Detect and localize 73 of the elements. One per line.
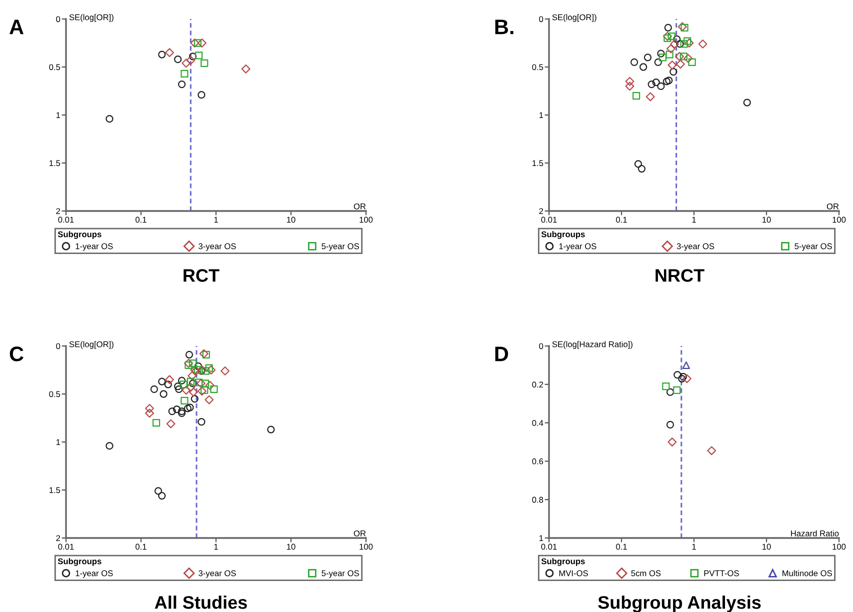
x-tick-label: 100: [360, 544, 373, 550]
legend-label: 3-year OS: [198, 570, 236, 578]
x-tick-label: 0.1: [616, 544, 627, 550]
y-tick-label: 2: [539, 208, 544, 214]
legend-label: 3-year OS: [676, 243, 714, 251]
legend-title: Subgroups: [58, 231, 102, 239]
chart-title: A: [10, 20, 24, 34]
x-tick-label: 10: [762, 216, 771, 223]
y-tick-label: 0.5: [49, 391, 60, 398]
y-tick-label: 0.5: [49, 64, 60, 70]
y-tick-label: 0.5: [532, 64, 544, 70]
y-tick-label: 1: [539, 112, 544, 118]
legend-label: Multinode OS: [782, 570, 832, 576]
y-tick-label: 2: [56, 535, 60, 542]
x-tick-label: 0.01: [541, 216, 557, 223]
y-tick-label: 1: [539, 535, 544, 542]
text: All Studies: [154, 596, 247, 609]
chart-title: D: [495, 346, 508, 362]
chart-title: B.: [495, 20, 514, 34]
legend-label: 1-year OS: [559, 243, 596, 251]
y-tick-label: 1.5: [49, 487, 60, 494]
x-tick-label: 0.1: [136, 544, 146, 550]
x-axis-title: OR: [826, 203, 839, 210]
y-axis-title: SE(log[OR]): [69, 341, 114, 349]
x-tick-label: 0.01: [58, 544, 74, 550]
y-axis-title: SE(log[Hazard Ratio]): [552, 341, 632, 349]
x-axis-title: Hazard Ratio: [791, 530, 839, 536]
legend-title: Subgroups: [541, 558, 585, 566]
y-tick-label: 2: [56, 208, 60, 214]
x-tick-label: 0.01: [58, 216, 74, 223]
legend-label: 5-year OS: [794, 243, 832, 251]
x-tick-label: 0.1: [136, 216, 146, 223]
x-tick-label: 10: [287, 216, 296, 223]
legend-label: MVI-OS: [559, 570, 588, 576]
y-tick-label: 0: [56, 16, 60, 22]
y-tick-label: 0.6: [532, 458, 544, 464]
legend-title: Subgroups: [541, 231, 585, 239]
y-tick-label: 1: [56, 112, 60, 118]
legend-label: 5-year OS: [322, 243, 359, 251]
x-tick-label: 1: [214, 544, 218, 550]
y-tick-label: 0.2: [532, 382, 544, 388]
y-tick-label: 1.5: [532, 160, 544, 166]
y-axis-title: SE(log[OR]): [69, 14, 114, 22]
y-tick-label: 0: [56, 343, 60, 350]
legend-label: 1-year OS: [76, 570, 113, 578]
y-tick-label: 0.4: [532, 420, 544, 426]
x-tick-label: 0.1: [616, 216, 627, 223]
text: NRCT: [656, 269, 704, 282]
x-tick-label: 100: [832, 216, 846, 223]
legend-label: 3-year OS: [198, 243, 236, 251]
y-axis-title: SE(log[OR]): [552, 14, 596, 22]
x-tick-label: 10: [762, 544, 771, 550]
x-tick-label: 100: [360, 216, 373, 223]
y-tick-label: 1.5: [49, 160, 60, 166]
text: RCT: [184, 269, 220, 282]
legend-label: PVTT-OS: [704, 570, 739, 576]
legend-title: Subgroups: [58, 558, 102, 566]
x-tick-label: 1: [692, 544, 696, 550]
x-axis-title: OR: [354, 530, 366, 536]
y-tick-label: 0.8: [532, 496, 544, 503]
x-axis-title: OR: [354, 203, 366, 210]
x-tick-label: 10: [287, 544, 296, 550]
x-tick-label: 0.01: [541, 544, 557, 550]
chart-title: C: [10, 346, 24, 362]
x-tick-label: 1: [214, 216, 218, 223]
x-tick-label: 100: [832, 544, 846, 550]
legend-label: 5-year OS: [322, 570, 359, 578]
y-tick-label: 1: [56, 439, 60, 446]
legend-label: 1-year OS: [76, 243, 113, 251]
y-tick-label: 0: [539, 343, 544, 350]
legend-label: 5cm OS: [631, 570, 661, 576]
x-tick-label: 1: [692, 216, 696, 223]
y-tick-label: 0: [539, 16, 544, 22]
